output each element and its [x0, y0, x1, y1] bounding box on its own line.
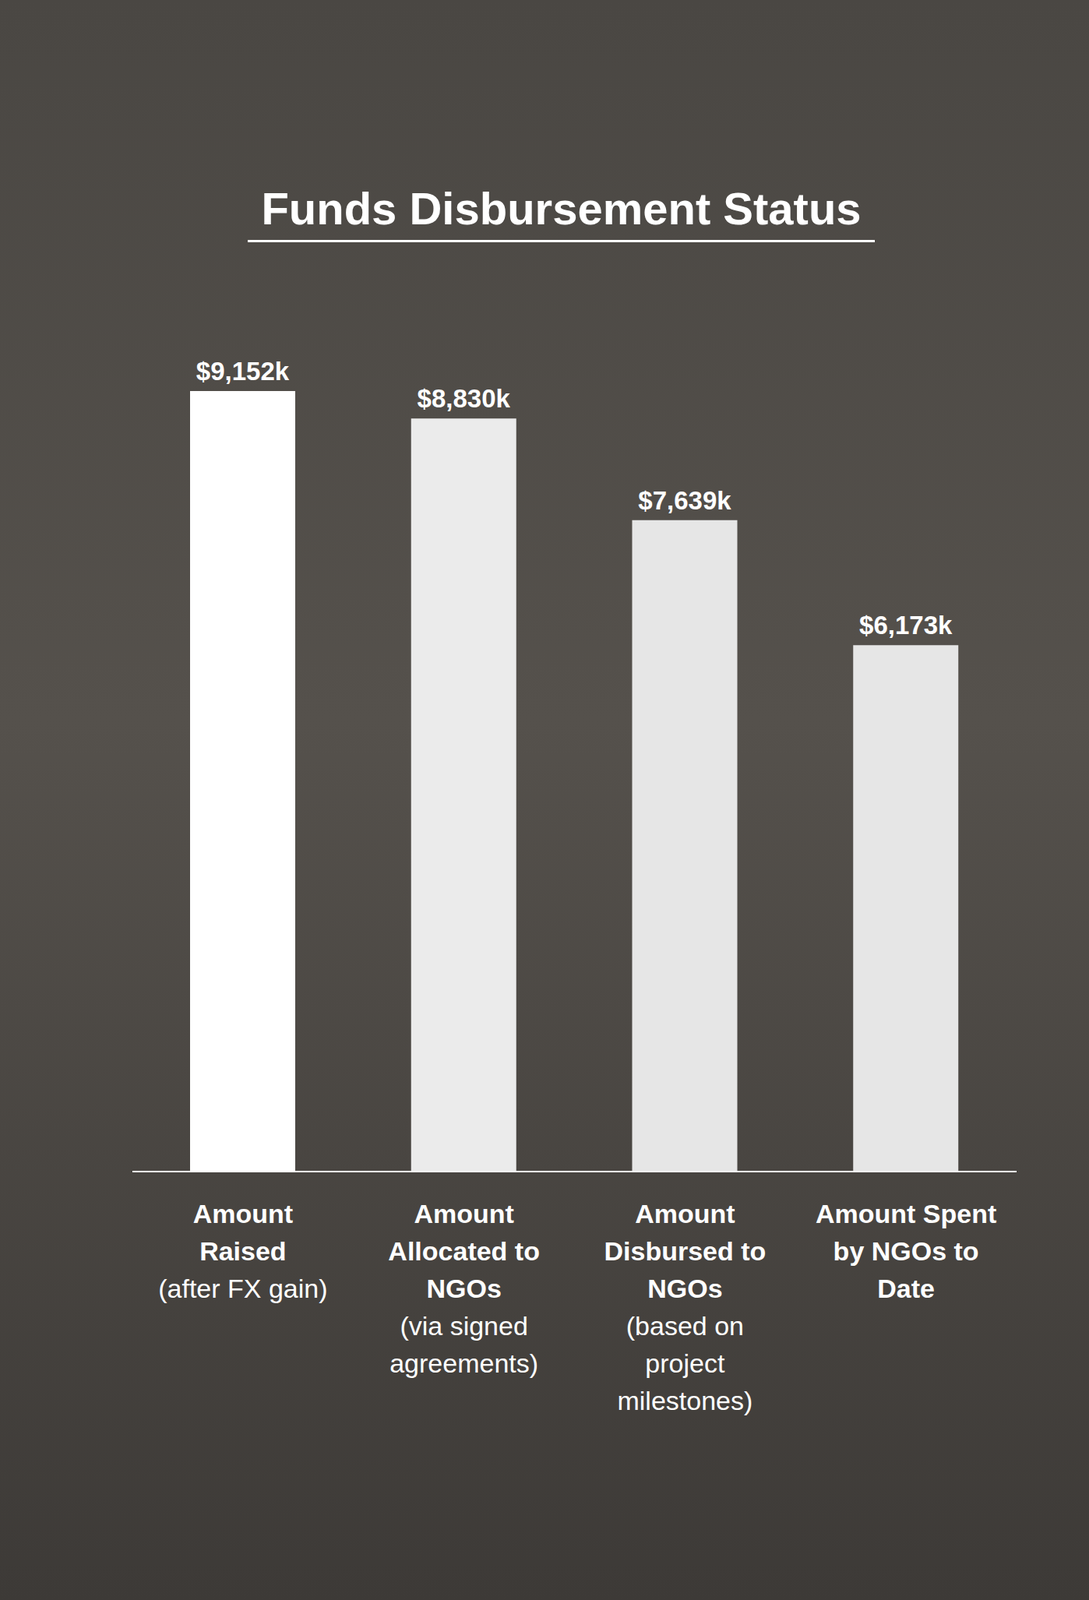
svg-text:Raised: Raised: [199, 1236, 287, 1266]
svg-text:project: project: [644, 1348, 726, 1378]
svg-text:Date: Date: [877, 1273, 935, 1304]
svg-text:Amount: Amount: [193, 1198, 293, 1229]
svg-text:NGOs: NGOs: [426, 1273, 501, 1304]
svg-text:Allocated to: Allocated to: [387, 1236, 540, 1266]
svg-text:(after FX gain): (after FX gain): [158, 1273, 328, 1304]
svg-text:Disbursed to: Disbursed to: [603, 1236, 766, 1266]
svg-text:Amount Spent: Amount Spent: [815, 1198, 997, 1229]
svg-text:$9,152k: $9,152k: [196, 356, 290, 386]
svg-text:NGOs: NGOs: [647, 1273, 723, 1304]
svg-text:$6,173k: $6,173k: [859, 610, 953, 640]
svg-text:(via signed: (via signed: [399, 1311, 528, 1341]
svg-text:by NGOs to: by NGOs to: [833, 1236, 980, 1266]
svg-text:agreements): agreements): [389, 1348, 539, 1378]
svg-text:Amount: Amount: [634, 1198, 735, 1229]
svg-text:milestones): milestones): [616, 1385, 753, 1416]
svg-text:(based on: (based on: [626, 1311, 744, 1341]
svg-text:$7,639k: $7,639k: [637, 486, 732, 515]
svg-text:Amount: Amount: [413, 1198, 514, 1229]
html-text:Funds Disbursement Status: Funds Disbursement Status: [261, 183, 862, 234]
svg-text:$8,830k: $8,830k: [417, 384, 512, 413]
